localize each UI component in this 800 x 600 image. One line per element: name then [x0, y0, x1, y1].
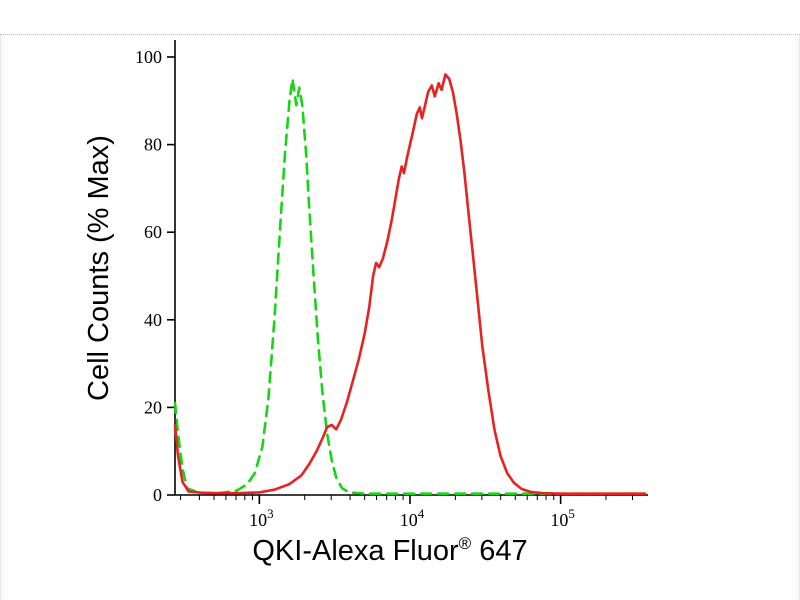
y-tick-label: 20	[144, 397, 162, 417]
x-tick-label: 104	[400, 506, 425, 530]
y-tick-label: 40	[144, 310, 162, 330]
x-tick-label: 103	[249, 506, 274, 530]
x-axis-label-main: QKI-Alexa Fluor	[252, 535, 459, 567]
y-axis-ticks: 0 20 40 60 80 100	[135, 47, 175, 505]
red-solid-histogram-curve	[173, 73, 647, 495]
y-tick-label: 100	[135, 47, 162, 67]
y-tick-label: 80	[144, 135, 162, 155]
x-axis-label: QKI-Alexa Fluor® 647	[252, 534, 527, 567]
axes	[174, 40, 648, 496]
registered-trademark-symbol: ®	[459, 534, 472, 553]
x-axis-label-suffix: 647	[471, 535, 527, 567]
x-tick-label: 105	[550, 506, 575, 530]
y-axis-label: Cell Counts (% Max)	[83, 135, 115, 401]
x-axis-ticks: 103 104 105	[180, 495, 634, 530]
y-tick-label: 0	[153, 485, 162, 505]
green-dashed-histogram-curve	[173, 77, 647, 495]
y-tick-label: 60	[144, 222, 162, 242]
